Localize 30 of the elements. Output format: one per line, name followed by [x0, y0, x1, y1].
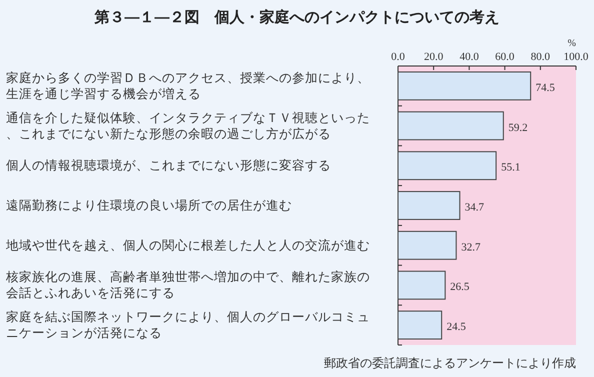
chart-title: 第３―１―２図 個人・家庭へのインパクトについての考え — [94, 8, 500, 26]
bar — [398, 310, 442, 340]
bar — [398, 230, 457, 260]
text: 郵政省の委託調査によるアンケートにより作成 — [324, 356, 576, 370]
data-label: 59.2 — [508, 122, 528, 134]
data-label: 74.5 — [536, 82, 556, 94]
data-label: 55.1 — [501, 162, 520, 174]
y-tick-label: 個人の情報視聴環境が、これまでにない形態に変容する — [6, 158, 331, 173]
data-label: 24.5 — [446, 321, 466, 334]
data-label: 26.5 — [450, 281, 470, 294]
x-tick-label: 20.0 — [424, 51, 444, 63]
y-tick-label: 遠隔勤務により住環境の良い場所での居住が進む — [6, 198, 292, 212]
x-tick-label: 40.0 — [460, 51, 480, 63]
data-label: 32.7 — [461, 241, 481, 254]
y-tick-label: 家庭から多くの学習ＤＢへのアクセス、授業への参加により、生涯を通じ学習する機会が増える — [6, 70, 370, 101]
x-tick-label: 80.0 — [530, 51, 551, 63]
bar — [398, 270, 446, 300]
y-tick-label: 核家族化の進展、高齢者単独世帯へ増加の中で、離れた家族の会話とふれあいを活発にする — [5, 269, 370, 300]
data-label: 34.7 — [464, 202, 485, 214]
bar — [398, 191, 460, 220]
x-tick-label: 100.0 — [564, 51, 589, 63]
y-tick-label: 地域や世代を越え、個人の関心に根差した人と人の交流が進む — [5, 237, 370, 252]
bar — [398, 71, 532, 100]
bar — [398, 111, 504, 140]
y-tick-label: 通信を介した疑似体験、インタラクティブなＴＶ視聴といった、これまでにない新たな形態の余暇の過ごし方が広がる — [6, 110, 370, 141]
x-axis-title: % — [568, 38, 576, 49]
x-tick-label: 0.0 — [391, 51, 406, 63]
bar — [398, 151, 497, 180]
y-tick-label: 家庭を結ぶ国際ネットワークにより、個人のグローバルコミュニケーションが活発になる — [6, 309, 370, 340]
x-tick-label: 60.0 — [495, 51, 515, 63]
